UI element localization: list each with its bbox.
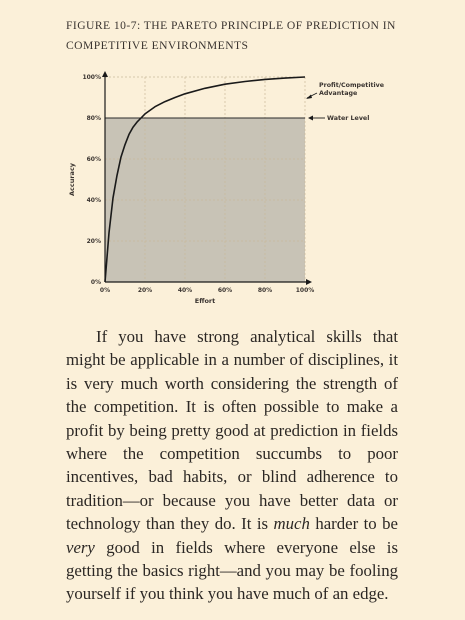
pareto-chart-svg: 0% 20% 40% 60% 80% 100% 0% 20% 40% 60% 80% 100% Effo… — [68, 71, 384, 305]
x-tick-label: 0% — [100, 287, 110, 294]
paragraph-text-3: good in fields where everyone else is ge… — [66, 537, 398, 604]
y-tick-label: 20% — [87, 238, 101, 245]
y-tick-label: 40% — [87, 197, 101, 204]
curve-annotation-line-1: Profit/Competitive — [319, 82, 384, 89]
water-level-label: Water Level — [327, 115, 369, 122]
curve-annotation-line-2: Advantage — [319, 90, 357, 97]
x-tick-label: 100% — [296, 287, 315, 294]
profit-curve — [104, 76, 306, 283]
x-tick-label: 60% — [218, 287, 232, 294]
curve-annotation-arrowhead — [306, 94, 312, 99]
emphasis-much: much — [273, 514, 310, 534]
y-tick-label: 100% — [82, 74, 101, 81]
y-axis-arrow — [102, 71, 108, 77]
x-axis-title: Effort — [195, 297, 215, 305]
figure-caption-line-1: FIGURE 10-7: THE PARETO PRINCIPLE OF PRE… — [66, 19, 396, 32]
x-tick-label: 40% — [178, 287, 192, 294]
x-tick-label: 80% — [258, 287, 272, 294]
paragraph: If you have strong analytical skills tha… — [66, 325, 398, 606]
x-axis-arrow — [306, 279, 312, 285]
pareto-chart: 0% 20% 40% 60% 80% 100% 0% 20% 40% 60% 80% 100% Effo… — [60, 66, 400, 312]
paragraph-text-1: If you have strong analytical skills tha… — [66, 327, 398, 534]
y-axis-title: Accuracy — [68, 162, 76, 196]
water-annotation-arrowhead — [308, 115, 313, 121]
y-tick-label: 60% — [87, 156, 101, 163]
paragraph-text-2: harder to be — [309, 514, 398, 534]
emphasis-very: very — [66, 537, 95, 557]
figure-caption: FIGURE 10-7: THE PARETO PRINCIPLE OF PRE… — [66, 16, 426, 56]
figure-caption-line-2: COMPETITIVE ENVIRONMENTS — [66, 39, 249, 52]
body-paragraph: If you have strong analytical skills tha… — [66, 325, 398, 606]
y-tick-label: 80% — [87, 115, 101, 122]
x-tick-label: 20% — [138, 287, 152, 294]
y-tick-label: 0% — [91, 279, 101, 286]
